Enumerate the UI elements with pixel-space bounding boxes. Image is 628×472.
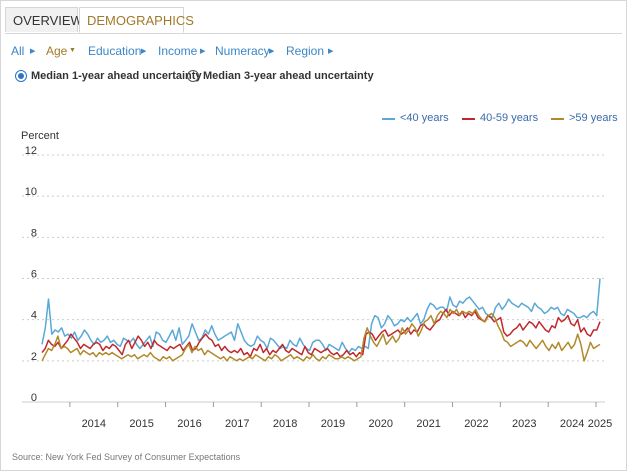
caret-right-icon: ▶	[30, 48, 36, 55]
radio-label-3yr: Median 3-year ahead uncertainty	[203, 70, 374, 82]
tab-demographics[interactable]: DEMOGRAPHICS	[79, 7, 194, 33]
x-tick-label: 2021	[416, 418, 440, 430]
caret-right-icon: ▶	[141, 48, 147, 55]
legend-swatch	[382, 118, 395, 120]
legend-label: >59 years	[569, 112, 618, 124]
x-tick-label: 2020	[369, 418, 393, 430]
legend-swatch	[551, 118, 564, 120]
x-tick-label: 2018	[273, 418, 297, 430]
x-tick-label: 2017	[225, 418, 249, 430]
filter-region[interactable]: Region	[286, 44, 325, 58]
caret-right-icon: ▶	[200, 48, 206, 55]
caret-down-icon: ▼	[69, 47, 76, 54]
radio-selected-icon[interactable]	[15, 70, 27, 82]
x-tick-label: 2014	[82, 418, 106, 430]
y-tick-label: 12	[25, 145, 37, 157]
filter-all[interactable]: All	[11, 44, 25, 58]
x-tick-label: 2022	[464, 418, 488, 430]
filter-income[interactable]: Income	[158, 44, 198, 58]
chart-plot: Percent 12 10 8 6 4 2 0 2014 2015 2016 2017 2018 20…	[21, 130, 612, 430]
y-tick-label: 2	[31, 351, 37, 363]
series-line-40-years[interactable]	[41, 278, 601, 354]
filter-age[interactable]: Age	[46, 44, 68, 58]
caret-right-icon: ▶	[328, 48, 334, 55]
y-tick-label: 0	[31, 392, 37, 404]
source-note: Source: New York Fed Survey of Consumer …	[12, 452, 241, 462]
chart-legend: <40 years 40-59 years >59 years	[0, 112, 628, 128]
x-tick-label: 2025	[588, 418, 612, 430]
series-line-40-59-years[interactable]	[41, 308, 601, 358]
y-tick-label: 10	[25, 186, 37, 198]
caret-right-icon: ▶	[269, 48, 275, 55]
y-tick-label: 6	[31, 269, 37, 281]
x-tick-label: 2015	[129, 418, 153, 430]
series-line-59-years[interactable]	[41, 308, 601, 362]
tab-bar: OVERVIEW DEMOGRAPHICS	[5, 7, 622, 34]
tab-overview[interactable]: OVERVIEW	[5, 7, 83, 32]
legend-label: <40 years	[400, 112, 449, 124]
y-tick-label: 8	[31, 227, 37, 239]
x-tick-label: 2016	[177, 418, 201, 430]
filter-numeracy[interactable]: Numeracy	[215, 44, 270, 58]
x-tick-label: 2023	[512, 418, 536, 430]
x-tick-label: 2024	[560, 418, 584, 430]
radio-label-1yr: Median 1-year ahead uncertainty	[31, 70, 202, 82]
legend-swatch	[462, 118, 475, 120]
x-tick-label: 2019	[321, 418, 345, 430]
radio-unselected-icon[interactable]	[187, 70, 199, 82]
y-tick-label: 4	[31, 310, 37, 322]
filter-education[interactable]: Education	[88, 44, 142, 58]
y-axis-label: Percent	[21, 130, 59, 142]
legend-label: 40-59 years	[480, 112, 539, 124]
